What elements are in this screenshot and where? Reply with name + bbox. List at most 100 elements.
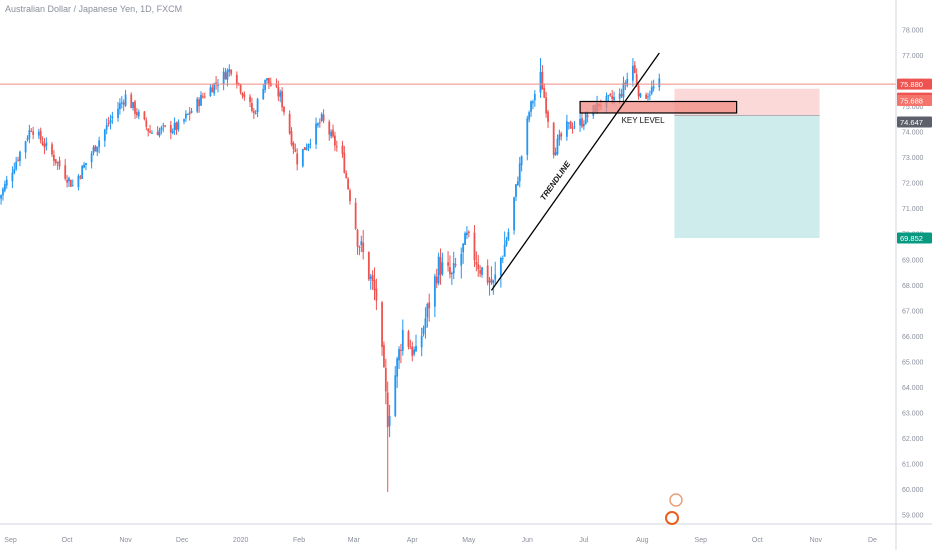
- candle: [415, 334, 417, 353]
- candle-body: [515, 184, 517, 197]
- candle-body: [134, 101, 136, 114]
- candle: [400, 343, 402, 364]
- time-tick-label: Mar: [348, 537, 361, 544]
- candle: [183, 118, 185, 125]
- candle: [145, 117, 148, 131]
- candle: [347, 177, 350, 191]
- candle: [462, 243, 465, 264]
- candle: [450, 271, 453, 285]
- candle-body: [224, 72, 227, 80]
- candle: [475, 251, 478, 272]
- candle-body: [230, 69, 233, 74]
- candle-body: [547, 111, 549, 122]
- candle: [90, 151, 93, 169]
- candle-body: [398, 349, 400, 361]
- candle: [447, 251, 449, 272]
- candle-body: [279, 92, 282, 97]
- candle-body: [54, 159, 57, 163]
- candle-body: [317, 123, 319, 126]
- candle: [107, 116, 110, 127]
- candle: [64, 159, 67, 181]
- watermark-logo: [665, 493, 683, 525]
- candle: [567, 122, 570, 130]
- candle: [637, 84, 640, 100]
- candle: [32, 126, 35, 140]
- candle-body: [249, 96, 251, 103]
- candle-body: [213, 83, 216, 94]
- candle: [68, 176, 70, 187]
- candle: [518, 156, 521, 188]
- candle-body: [335, 146, 338, 148]
- candle-body: [633, 65, 636, 73]
- candle: [573, 121, 576, 130]
- candle-body: [428, 302, 431, 309]
- candle-body: [164, 125, 167, 127]
- candle-body: [526, 118, 529, 155]
- candle-body: [307, 144, 310, 148]
- candle: [85, 162, 87, 171]
- candle: [283, 106, 285, 116]
- candle-body: [388, 415, 391, 427]
- price-tick-label: 73.000: [902, 155, 924, 162]
- candle: [130, 92, 133, 109]
- candle-body: [556, 138, 559, 155]
- candle-body: [466, 232, 468, 236]
- candle-body: [539, 71, 542, 93]
- candle: [398, 346, 400, 369]
- candle: [103, 128, 106, 147]
- candle-body: [51, 144, 53, 155]
- candle-body: [569, 121, 572, 129]
- candle-body: [122, 102, 125, 105]
- candle: [383, 341, 385, 368]
- candle-body: [186, 113, 189, 115]
- candle-body: [494, 274, 497, 280]
- candle: [409, 339, 412, 349]
- candle: [254, 109, 257, 115]
- candle-body: [41, 141, 44, 146]
- candle: [175, 121, 178, 135]
- candle: [582, 120, 585, 131]
- candle: [45, 137, 48, 151]
- time-axis[interactable]: Sep Oct Nov Dec 2020 Feb Mar Apr May Jun Jul Aug Sep…: [0, 523, 932, 544]
- candle: [124, 89, 127, 107]
- candle-body: [290, 131, 293, 145]
- candle: [607, 94, 610, 102]
- candle: [473, 225, 476, 267]
- candle: [111, 111, 114, 124]
- candle: [15, 156, 18, 171]
- candle-body: [347, 178, 350, 189]
- candle: [571, 122, 574, 134]
- candle: [658, 73, 661, 91]
- candle-body: [239, 84, 242, 93]
- candle: [560, 131, 563, 141]
- candle: [198, 97, 201, 113]
- candle: [211, 84, 214, 93]
- last-price-tag: 75.880: [897, 78, 932, 90]
- candle-body: [305, 147, 308, 150]
- candle-body: [243, 94, 246, 98]
- candle-body: [201, 96, 204, 98]
- candle-body: [109, 120, 112, 124]
- candle-body: [433, 276, 436, 307]
- candle: [481, 266, 483, 278]
- candle-body: [196, 98, 199, 112]
- candle-body: [173, 122, 176, 131]
- candle-body: [533, 94, 536, 101]
- candle: [0, 194, 2, 205]
- candle: [196, 97, 199, 114]
- candle-body: [358, 246, 361, 248]
- candle-body: [294, 149, 297, 152]
- candle: [149, 124, 151, 134]
- candle-body: [5, 179, 8, 186]
- candle: [335, 140, 338, 152]
- candle: [624, 80, 627, 91]
- candle-body: [541, 71, 544, 90]
- candle-body: [369, 276, 372, 279]
- candle-body: [501, 258, 504, 260]
- target-price-tag: 69.852: [897, 232, 932, 244]
- candle-body: [45, 142, 48, 147]
- candle-body: [177, 121, 180, 130]
- candle-body: [94, 145, 97, 152]
- candle-body: [558, 134, 561, 140]
